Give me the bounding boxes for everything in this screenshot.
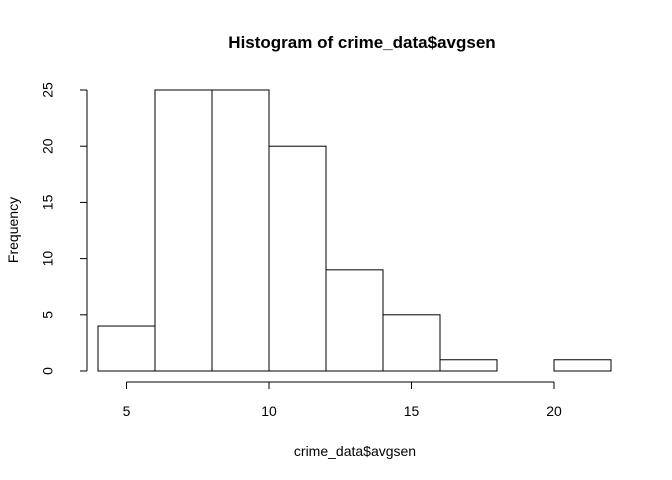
x-tick-label-5: 5 <box>123 403 131 419</box>
histogram-bar-3 <box>268 145 327 372</box>
x-tick-label-10: 10 <box>261 403 277 419</box>
x-axis: 5 10 15 20 <box>123 381 562 419</box>
histogram-bar-0 <box>97 325 156 372</box>
y-tick-label-15: 15 <box>40 194 56 210</box>
y-tick-label-10: 10 <box>40 251 56 267</box>
x-tick-label-20: 20 <box>546 403 562 419</box>
histogram-bar-2 <box>211 89 270 372</box>
y-axis-label: Frequency <box>5 197 21 263</box>
y-tick-label-0: 0 <box>40 367 56 375</box>
chart-title: Histogram of crime_data$avgsen <box>228 33 495 52</box>
histogram-bar-8 <box>553 359 612 372</box>
x-axis-label: crime_data$avgsen <box>294 443 416 459</box>
histogram-bar-5 <box>382 314 441 372</box>
y-tick-label-20: 20 <box>40 138 56 154</box>
y-tick-label-25: 25 <box>40 82 56 98</box>
y-axis: 0 5 10 15 20 25 <box>40 82 88 375</box>
histogram-bar-1 <box>154 89 213 372</box>
bars-group <box>97 89 612 372</box>
y-tick-label-5: 5 <box>40 311 56 319</box>
histogram-bar-4 <box>325 269 384 372</box>
x-tick-label-15: 15 <box>404 403 420 419</box>
histogram-bar-6 <box>439 359 498 372</box>
